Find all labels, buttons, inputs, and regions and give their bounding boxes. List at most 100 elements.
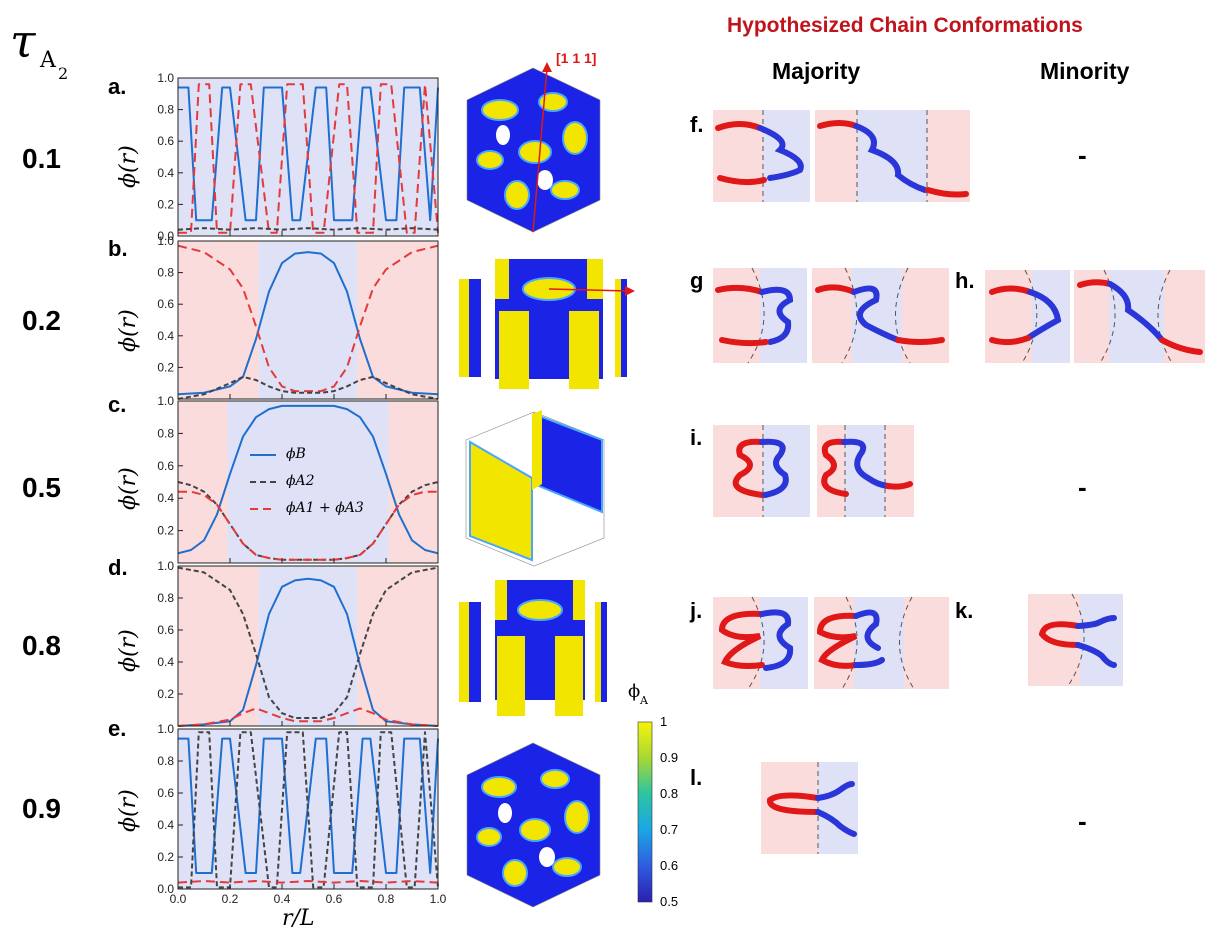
y-tick-label: 0.4 [157,491,174,505]
y-tick-label: 0.2 [157,197,174,211]
morphology-cylinders-top [459,259,635,389]
panel-label-e: e. [108,716,127,741]
conformation-j-1 [713,596,808,690]
conf-label-g: g [690,268,704,293]
tau-value-row3: 0.5 [22,472,61,503]
panel-label-b: b. [108,236,128,261]
series-line [177,375,439,400]
y-tick-label: 0.6 [157,786,174,800]
tau-subscript-letter: A [40,48,56,73]
y-tick-label: 0.4 [157,329,174,343]
series-line [177,244,439,393]
minority-empty-f: - [1078,140,1087,170]
conf-label-j: j. [690,598,703,623]
colorbar-title: ϕ [628,681,641,702]
y-tick-label: 1.0 [157,71,174,85]
series-line [177,404,439,555]
colorbar [637,721,653,903]
conf-label-k: k. [955,598,974,623]
tau-value-row5: 0.9 [22,793,61,824]
series-line [177,707,439,727]
series-line [178,731,439,889]
minority-empty-l: - [1078,806,1087,836]
minority-heading: Minority [1040,58,1130,84]
y-tick-label: 0.6 [157,623,174,637]
conformation-g-2 [812,267,949,364]
y-tick-label: 0.4 [157,655,174,669]
region-shade [258,241,358,399]
y-tick-label: 0.4 [157,166,174,180]
y-tick-label: 1.0 [157,722,174,736]
series-line [177,227,439,231]
x-tick-label: 0.4 [274,892,291,906]
y-tick-label: 1.0 [157,394,174,408]
x-axis-label: r/L [282,906,315,931]
morphology-lamellae [465,410,605,567]
region-shade [178,401,228,563]
colorbar-tick: 0.9 [660,750,679,765]
colorbar-tick: 0.7 [660,822,679,837]
conformation-j-2 [814,596,949,690]
y-tick-label: 0.6 [157,459,174,473]
tau-value-row1: 0.1 [22,143,61,174]
morphology-cylinders-bottom [459,580,607,716]
direction-label: [1 1 1] [556,50,597,66]
legend-label-phiA2: ϕA2 [286,473,315,489]
conformation-k [1028,593,1123,687]
morphology-gyroid-bottom [466,742,601,908]
plot-frame [177,77,439,237]
legend [250,454,276,510]
y-tick-label: 0.8 [157,103,174,117]
morphology-gyroid-top [466,62,601,233]
colorbar-tick: 0.5 [660,894,679,909]
plot-frame [177,400,439,564]
tau-value-row4: 0.8 [22,630,61,661]
minority-empty-i: - [1078,472,1087,502]
plot-frame [177,565,439,727]
conformation-i-2 [817,425,914,517]
y-tick-label: 1.0 [157,234,174,248]
y-tick-label: 0.6 [157,297,174,311]
series-line [177,566,439,719]
y-tick-label: 0.8 [157,426,174,440]
y-tick-label: 0.4 [157,818,174,832]
conformation-i-1 [713,425,810,517]
tau-value-row2: 0.2 [22,305,61,336]
conformation-h-2 [1074,269,1205,364]
panel-label-a: a. [108,74,127,99]
y-tick-label: 0.2 [157,524,174,538]
series-line [177,880,439,884]
panel-label-c: c. [108,392,127,417]
region-shade [388,401,438,563]
colorbar-title-subscript: A [640,694,648,707]
conf-label-f: f. [690,112,704,137]
conformation-f-1 [713,110,810,202]
conf-label-h: h. [955,268,975,293]
y-tick-label: 0.2 [157,360,174,374]
conformation-g-1 [713,267,807,364]
conf-label-l: l. [690,765,703,790]
conformation-h-1 [985,269,1070,364]
y-tick-label: 0.8 [157,266,174,280]
colorbar-tick: 1 [660,714,668,729]
legend-label-phiB: ϕB [286,446,306,462]
tau-symbol: τ [10,14,36,68]
y-tick-label: 0.2 [157,850,174,864]
series-line [178,83,439,234]
plot-frame [177,240,439,400]
y-tick-label: 0.6 [157,134,174,148]
colorbar-tick: 0.6 [660,858,679,873]
panel-label-d: d. [108,555,128,580]
x-tick-label: 0.6 [326,892,343,906]
y-tick-label: 0.0 [157,882,174,896]
x-tick-label: 0.0 [170,892,187,906]
x-tick-label: 1.0 [430,892,447,906]
y-tick-label: 0.2 [157,687,174,701]
y-tick-label: 0.0 [157,229,174,243]
x-tick-label: 0.8 [378,892,395,906]
legend-label-phiA1A3: ϕA1 + ϕA3 [286,500,364,516]
tau-subscript-number: 2 [58,64,69,83]
conformation-f-2 [815,110,970,202]
